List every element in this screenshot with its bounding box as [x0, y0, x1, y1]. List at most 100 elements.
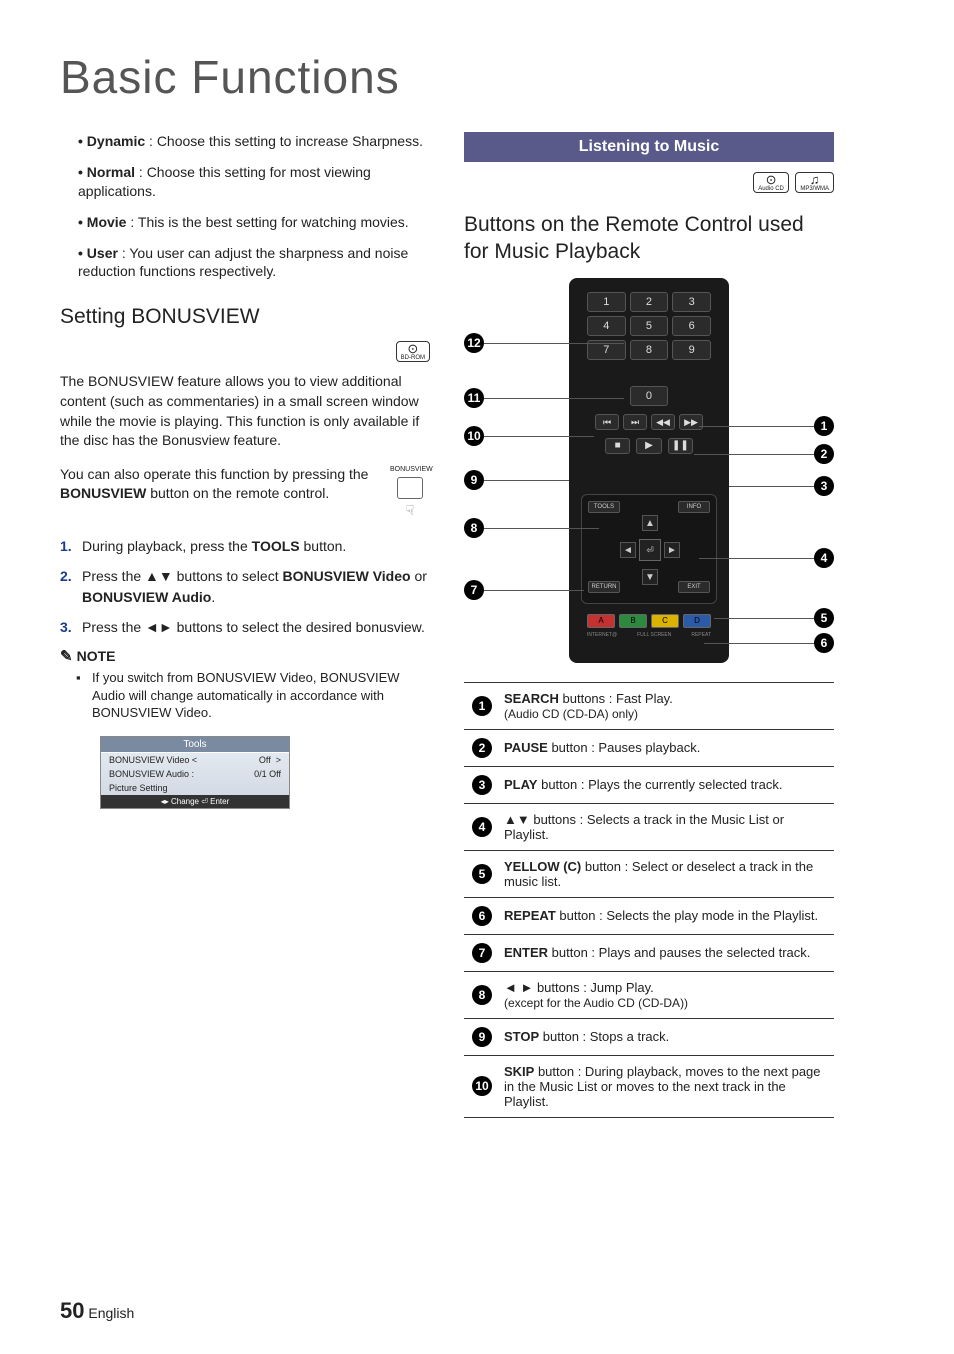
key-9: 9 [672, 340, 711, 360]
disc-icon: ⊙ [758, 174, 784, 186]
key-4: 4 [587, 316, 626, 336]
play-key: ▶ [636, 438, 661, 454]
note-icon: ✎ [60, 648, 73, 665]
tools-row: Picture Setting [101, 781, 289, 795]
note-text-bold: BONUSVIEW [60, 485, 146, 501]
page-number: 50 English [60, 1298, 134, 1324]
list-item: Movie : This is the best setting for wat… [78, 213, 430, 232]
right-column: Listening to Music ⊙ Audio CD ♫ MP3/WMA … [464, 132, 834, 1118]
up-arrow-key: ▲ [642, 515, 658, 531]
list-item: Dynamic : Choose this setting to increas… [78, 132, 430, 151]
table-row: 2PAUSE button : Pauses playback. [464, 729, 834, 766]
row-description: ◄ ► buttons : Jump Play.(except for the … [500, 971, 834, 1018]
row-number-badge: 3 [472, 775, 492, 795]
color-key-c: C [651, 614, 679, 628]
row-value: Off [259, 755, 271, 765]
tiny-label: FULL SCREEN [637, 632, 671, 638]
left-arrow-key: ◄ [620, 542, 636, 558]
stop-key: ■ [605, 438, 630, 454]
down-arrow-key: ▼ [642, 569, 658, 585]
picture-mode-list: Dynamic : Choose this setting to increas… [60, 132, 430, 281]
table-row: 6 REPEAT button : Selects the play mode i… [464, 897, 834, 934]
mode-desc: : This is the best setting for watching … [126, 214, 408, 230]
note-label: NOTE [77, 648, 116, 664]
table-row: 7 ENTER button : Plays and pauses the sel… [464, 934, 834, 971]
color-key-a: A [587, 614, 615, 628]
table-row: 10SKIP button : During playback, moves t… [464, 1055, 834, 1117]
step-text: button. [300, 538, 347, 554]
bonusview-button-illustration: BONUSVIEW ☟ [390, 465, 430, 520]
mode-name: Normal [87, 164, 135, 180]
tiny-label: REPEAT [691, 632, 711, 638]
info-key: INFO [678, 501, 710, 513]
bonusview-intro: The BONUSVIEW feature allows you to view… [60, 372, 430, 450]
badge-label: Audio CD [758, 186, 784, 192]
row-number-badge: 7 [472, 943, 492, 963]
list-item: User : You user can adjust the sharpness… [78, 244, 430, 282]
step-text: During playback, press the [82, 538, 252, 554]
row-description: REPEAT button : Selects the play mode in… [500, 897, 834, 934]
exit-key: EXIT [678, 581, 710, 593]
row-number-badge: 1 [472, 696, 492, 716]
remote-body: 1 2 3 4 5 6 7 8 9 0 ⏮ ⏭ [569, 278, 729, 663]
tools-row: BONUSVIEW Video <Off > [101, 753, 289, 767]
enter-key: ⏎ [639, 539, 661, 561]
rewind-key: ◀◀ [651, 414, 675, 430]
tools-row: BONUSVIEW Audio : 0/1 Off [101, 767, 289, 781]
note-text-pre: You can also operate this function by pr… [60, 466, 368, 482]
left-column: Dynamic : Choose this setting to increas… [60, 132, 430, 1118]
row-description: SKIP button : During playback, moves to … [500, 1055, 834, 1117]
table-row: 5YELLOW (C) button : Select or deselect … [464, 850, 834, 897]
step-text: or [411, 568, 427, 584]
step-item: During playback, press the TOOLS button. [60, 536, 430, 556]
row-number-badge: 6 [472, 906, 492, 926]
table-row: 4 ▲▼ buttons : Selects a track in the Mus… [464, 803, 834, 850]
color-key-d: D [683, 614, 711, 628]
callout-6: 6 [814, 633, 834, 653]
callout-7: 7 [464, 580, 484, 600]
note-text-post: button on the remote control. [146, 485, 329, 501]
mode-desc: : You user can adjust the sharpness and … [78, 245, 408, 280]
row-description: ▲▼ buttons : Selects a track in the Musi… [500, 803, 834, 850]
step-bold: TOOLS [252, 538, 300, 554]
button-reference-table: 1 SEARCH buttons : Fast Play.(Audio CD (C… [464, 682, 834, 1118]
callout-10: 10 [464, 426, 484, 446]
row-description: STOP button : Stops a track. [500, 1018, 834, 1055]
section-banner: Listening to Music [464, 132, 834, 162]
music-icon: ♫ [800, 174, 829, 186]
badge-label: MP3/WMA [800, 186, 829, 192]
audio-cd-badge: ⊙ Audio CD [753, 172, 789, 193]
callout-8: 8 [464, 518, 484, 538]
row-description: ENTER button : Plays and pauses the sele… [500, 934, 834, 971]
row-number-badge: 5 [472, 864, 492, 884]
return-key: RETURN [588, 581, 620, 593]
callout-11: 11 [464, 388, 484, 408]
tiny-label: INTERNET@ [587, 632, 617, 638]
step-text: Press the ▲▼ buttons to select [82, 568, 282, 584]
mode-name: User [87, 245, 118, 261]
row-label: BONUSVIEW Audio : [109, 769, 194, 779]
key-3: 3 [672, 292, 711, 312]
table-row: 1 SEARCH buttons : Fast Play.(Audio CD (C… [464, 682, 834, 729]
key-2: 2 [630, 292, 669, 312]
row-number-badge: 4 [472, 817, 492, 837]
key-5: 5 [630, 316, 669, 336]
bonusview-remote-note: You can also operate this function by pr… [60, 465, 430, 520]
bd-rom-badge: ⊙ BD-ROM [396, 341, 430, 362]
row-number-badge: 8 [472, 985, 492, 1005]
step-item: Press the ◄► buttons to select the desir… [60, 617, 430, 637]
row-label: Picture Setting [109, 783, 168, 793]
row-value: 0/1 Off [254, 769, 281, 779]
key-1: 1 [587, 292, 626, 312]
row-description: SEARCH buttons : Fast Play.(Audio CD (CD… [500, 682, 834, 729]
tools-panel-title: Tools [101, 737, 289, 753]
tools-panel: Tools BONUSVIEW Video <Off > BONUSVIEW A… [100, 736, 290, 809]
list-item: Normal : Choose this setting for most vi… [78, 163, 430, 201]
callout-4: 4 [814, 548, 834, 568]
bonusview-steps: During playback, press the TOOLS button.… [60, 536, 430, 637]
table-row: 9STOP button : Stops a track. [464, 1018, 834, 1055]
step-text: Press the ◄► buttons to select the desir… [82, 619, 425, 635]
callout-1: 1 [814, 416, 834, 436]
tools-panel-footer: ◂▸ Change ⏎ Enter [101, 795, 289, 808]
callout-5: 5 [814, 608, 834, 628]
